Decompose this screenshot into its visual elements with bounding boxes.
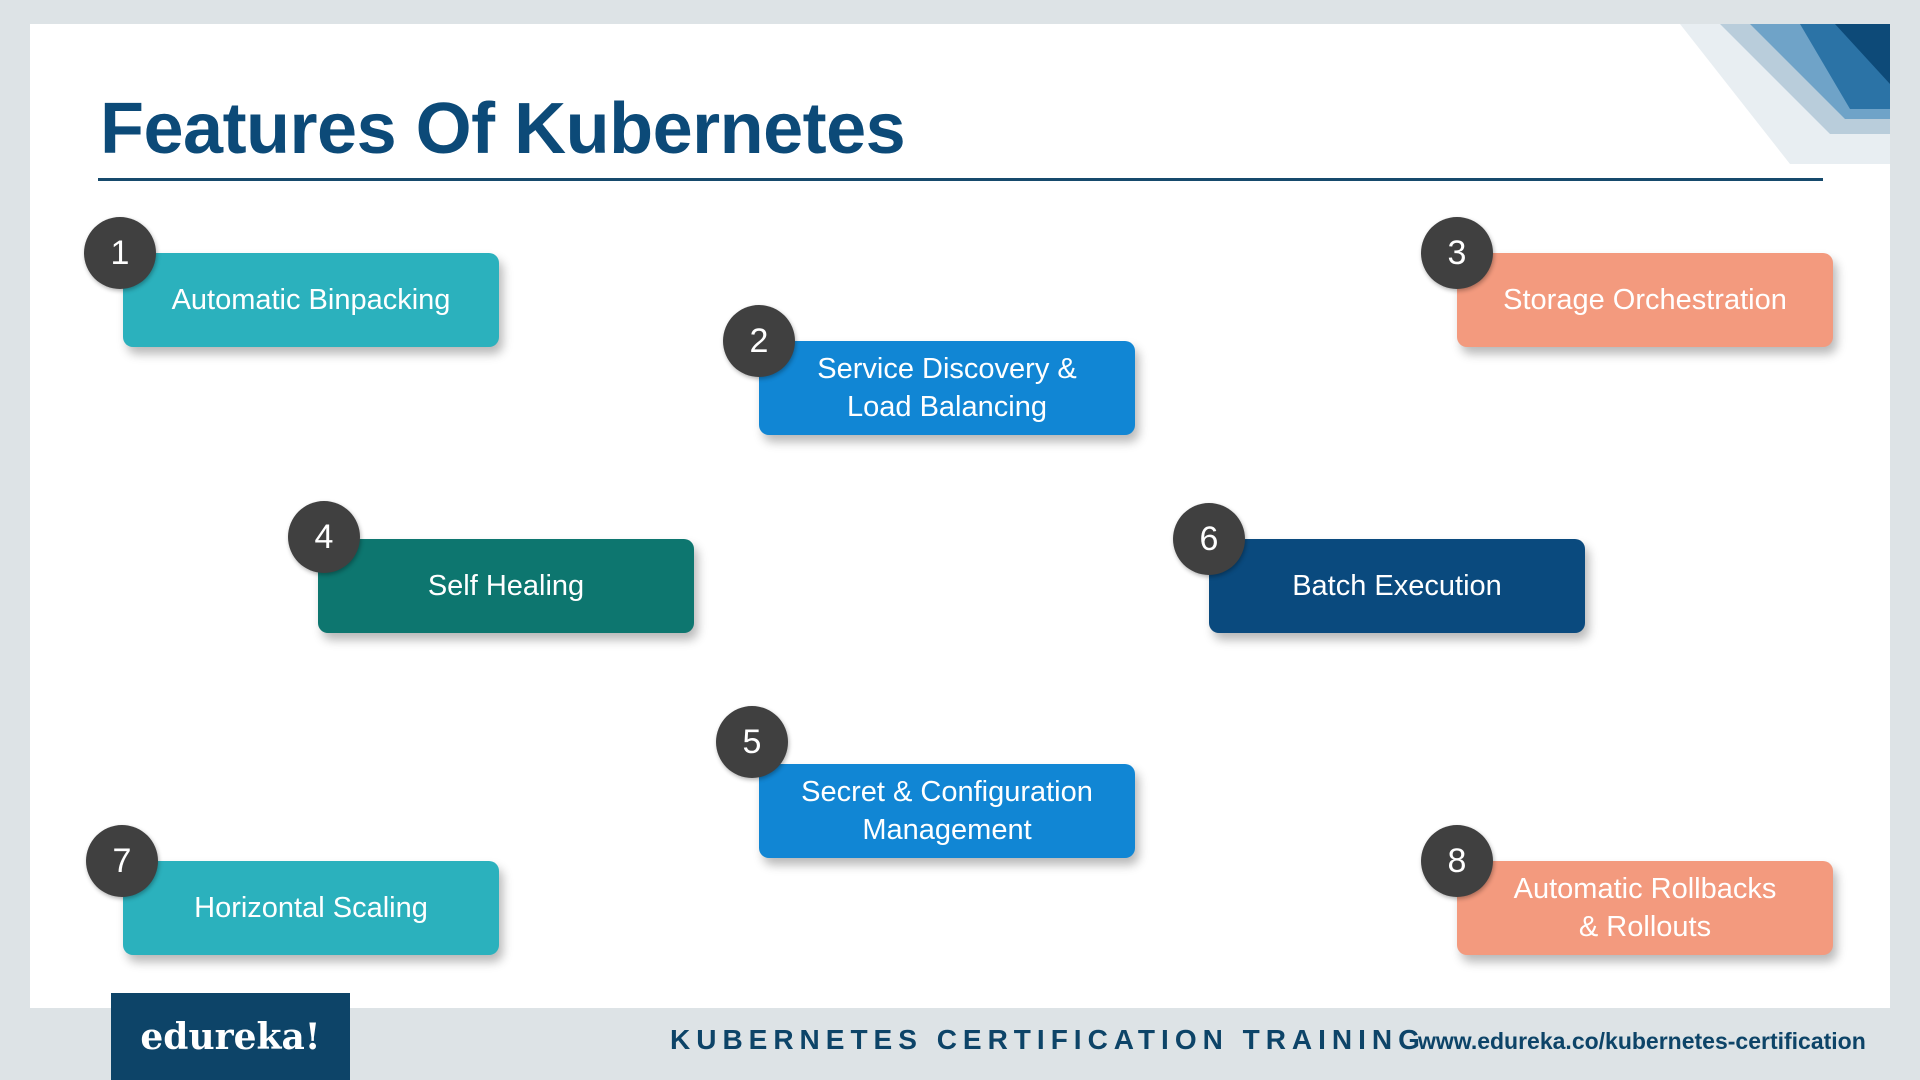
edureka-logo: edureka! (111, 993, 350, 1080)
feature-label: Horizontal Scaling (194, 892, 428, 924)
feature-label: Batch Execution (1292, 570, 1502, 602)
feature-number-badge: 5 (716, 706, 788, 778)
feature-label: Automatic Binpacking (171, 284, 451, 316)
feature-label: Self Healing (427, 570, 585, 602)
feature-number-badge: 8 (1421, 825, 1493, 897)
feature-number-badge: 3 (1421, 217, 1493, 289)
feature-box[interactable]: Batch Execution (1209, 539, 1585, 633)
feature-box[interactable]: Self Healing (318, 539, 694, 633)
feature-label: Automatic Rollbacks & Rollouts (1513, 873, 1777, 943)
feature-box[interactable]: Horizontal Scaling (123, 861, 499, 955)
feature-number-badge: 7 (86, 825, 158, 897)
feature-box[interactable]: Service Discovery & Load Balancing (759, 341, 1135, 435)
feature-number-badge: 6 (1173, 503, 1245, 575)
feature-number-badge: 2 (723, 305, 795, 377)
feature-box[interactable]: Automatic Rollbacks & Rollouts (1457, 861, 1833, 955)
feature-box[interactable]: Secret & Configuration Management (759, 764, 1135, 858)
title-divider (98, 178, 1823, 181)
corner-decoration (1680, 24, 1890, 164)
feature-box[interactable]: Storage Orchestration (1457, 253, 1833, 347)
feature-number-badge: 1 (84, 217, 156, 289)
feature-box[interactable]: Automatic Binpacking (123, 253, 499, 347)
feature-label: Secret & Configuration Management (801, 776, 1093, 846)
page-title: Features Of Kubernetes (100, 89, 906, 169)
feature-label: Service Discovery & Load Balancing (817, 353, 1077, 423)
course-title: KUBERNETES CERTIFICATION TRAINING (670, 1024, 1426, 1055)
course-url-link[interactable]: www.edureka.co/kubernetes-certification (1418, 1028, 1866, 1054)
feature-label: Storage Orchestration (1503, 284, 1787, 316)
feature-number-badge: 4 (288, 501, 360, 573)
